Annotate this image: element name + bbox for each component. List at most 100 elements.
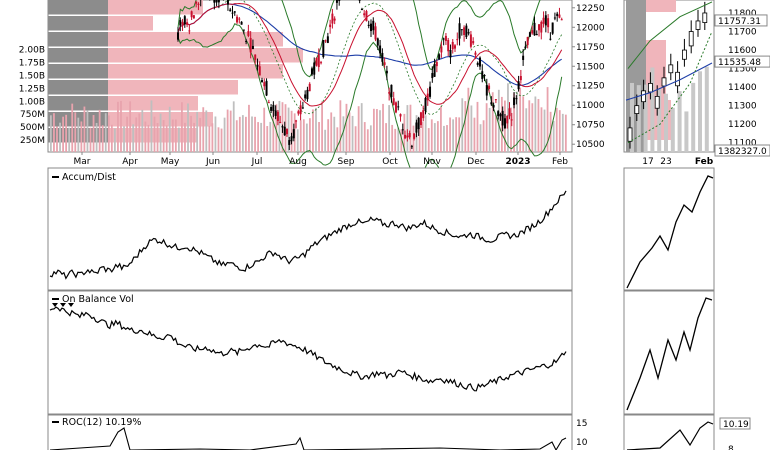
price-x-tick-label: Aug (289, 157, 307, 167)
accum-dist-panel-frame (47, 167, 573, 291)
roc-value-label: 10.19 (723, 420, 749, 430)
volume-bar (251, 116, 253, 152)
candle-body (444, 35, 447, 41)
volume-bar (165, 125, 168, 152)
volume-bar (385, 123, 387, 152)
price-x-tick-label: 2023 (505, 157, 530, 167)
volume-bar (86, 110, 89, 152)
price-x-tick-label: Oct (382, 157, 398, 167)
candle-body (192, 15, 195, 19)
volume-bar (153, 116, 156, 152)
price-x-tick-label: Feb (552, 157, 568, 167)
candle-body (492, 104, 495, 108)
zoom-y-tick-label: 11100 (728, 139, 757, 149)
candle-body (290, 136, 293, 142)
volume-bar (397, 127, 400, 152)
roc-line (49, 427, 567, 450)
volume-bar (83, 106, 86, 152)
candle-body (435, 62, 438, 67)
volume-bar (211, 123, 214, 152)
volume-bar (354, 126, 357, 152)
volume-bar (220, 128, 223, 152)
candle-body (485, 85, 488, 96)
candle-body (247, 30, 250, 36)
candle-body (442, 38, 445, 40)
obv-zoom-frame (623, 290, 715, 415)
roc-zoom-line (626, 421, 714, 450)
candle-body (276, 111, 279, 121)
candle-body (295, 120, 298, 122)
volume-bar (190, 115, 192, 152)
volume-bar (443, 125, 445, 152)
candle-body (415, 122, 418, 133)
zoom-volume-bar (657, 88, 662, 152)
volume-bar (376, 109, 378, 152)
volume-bar (351, 115, 354, 152)
bollinger-lower-line (177, 22, 563, 179)
zoom-volume-bar (636, 85, 641, 152)
candle-body (281, 126, 284, 128)
volume-bar (382, 103, 384, 152)
obv-marker (68, 303, 74, 307)
candle-body (195, 1, 198, 4)
candle-body (438, 54, 441, 60)
zoom-y-tick-label: 11600 (728, 46, 757, 56)
zoom-volume-bar (704, 66, 709, 152)
volume-bar (74, 112, 77, 152)
volume-bar (168, 106, 171, 152)
volume-bar (147, 124, 150, 152)
price-x-tick-label: Mar (74, 157, 91, 167)
candle-body (233, 11, 236, 13)
volume-bar (391, 124, 394, 152)
price-x-tick-label: Sep (338, 157, 355, 167)
volume-bar (327, 119, 330, 152)
candle-body (360, 9, 363, 11)
zoom-candle-body (641, 90, 646, 103)
moving-average-red-line (177, 2, 563, 107)
volume-bar (132, 124, 135, 152)
volume-bar (275, 104, 278, 152)
volume-bar (470, 105, 473, 152)
roc-value-tag (719, 417, 751, 430)
candle-body (285, 128, 288, 135)
volume-profile-bar-down (48, 96, 108, 111)
volume-bar (330, 112, 333, 152)
volume-y-tick-label: 500M (20, 123, 45, 133)
candle-body (297, 111, 300, 114)
candle-body (283, 126, 286, 136)
candle-body (326, 36, 329, 43)
volume-bar (400, 129, 403, 152)
volume-bar (345, 103, 348, 152)
candle-body (494, 99, 497, 101)
volume-bar (324, 129, 327, 152)
obv-line (49, 303, 567, 392)
volume-bar (62, 116, 64, 152)
price-y-tick-label: 10500 (576, 140, 605, 150)
volume-bar (110, 124, 113, 152)
candle-body (549, 38, 552, 40)
candle-body (383, 62, 386, 65)
volume-bar (181, 102, 183, 152)
volume-bar (95, 122, 98, 152)
zoom-candle-body (682, 49, 687, 60)
candle-body (288, 140, 291, 145)
candle-body (515, 98, 518, 100)
volume-bar (366, 129, 369, 152)
volume-bar (120, 100, 122, 152)
bollinger-bands (177, 0, 563, 179)
volume-bar (473, 117, 476, 152)
volume-bar (296, 129, 299, 152)
volume-bar (126, 116, 128, 152)
volume-bar (171, 119, 174, 152)
obv-legend: On Balance Vol (52, 294, 134, 305)
candle-body (538, 24, 541, 31)
volume-bar (546, 87, 549, 152)
candle-body (506, 115, 509, 124)
volume-bar (214, 116, 217, 152)
price-y-tick-label: 11500 (576, 62, 605, 72)
volume-bar (202, 107, 205, 152)
candle-body (317, 54, 320, 68)
zoom-candle-body (675, 71, 680, 87)
moving-averages (177, 2, 563, 107)
